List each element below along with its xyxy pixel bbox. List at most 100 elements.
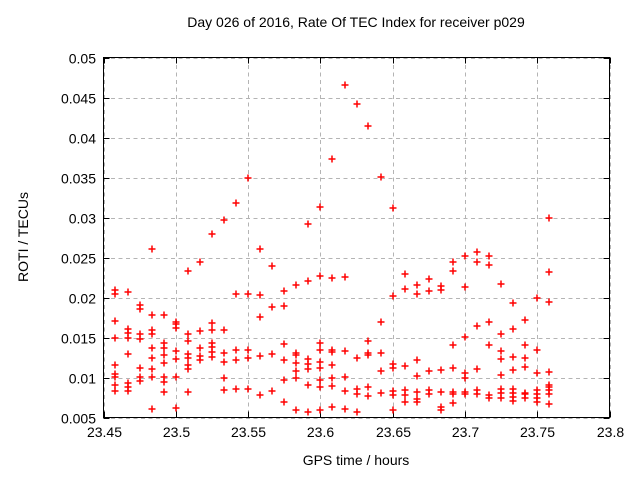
data-point-marker (497, 347, 505, 355)
x-tick-label: 23.6 (307, 424, 334, 440)
data-point-marker (328, 403, 336, 411)
data-point-marker (316, 383, 324, 391)
data-point-marker (172, 404, 180, 412)
data-point-marker (449, 364, 457, 372)
data-point-marker (256, 313, 264, 321)
data-point-marker (473, 248, 481, 256)
data-point-marker (413, 356, 421, 364)
data-point-marker (280, 398, 288, 406)
data-point-marker (401, 391, 409, 399)
data-point-marker (148, 245, 156, 253)
data-point-marker (389, 406, 397, 414)
data-point-marker (341, 373, 349, 381)
data-point-marker (353, 354, 361, 362)
data-point-marker (545, 400, 553, 408)
data-point-marker (461, 333, 469, 341)
data-point-marker (461, 283, 469, 291)
data-point-marker (437, 388, 445, 396)
data-point-marker (521, 316, 529, 324)
data-point-marker (353, 408, 361, 416)
data-point-marker (509, 397, 517, 405)
data-point-marker (280, 340, 288, 348)
data-point-marker (449, 390, 457, 398)
data-point-marker (485, 394, 493, 402)
y-tick-label: 0.05 (69, 51, 96, 67)
data-point-marker (268, 387, 276, 395)
data-point-marker (256, 352, 264, 360)
data-point-marker (461, 252, 469, 260)
data-point-marker (377, 389, 385, 397)
data-point-marker (364, 122, 372, 130)
data-point-marker (304, 381, 312, 389)
data-point-marker (401, 270, 409, 278)
data-point-marker (292, 359, 300, 367)
data-point-marker (280, 302, 288, 310)
data-point-marker (473, 390, 481, 398)
data-point-marker (425, 390, 433, 398)
axis-ticks (103, 57, 611, 419)
y-tick-label: 0.025 (61, 251, 96, 267)
x-tick-label: 23.65 (376, 424, 411, 440)
data-point-marker (341, 405, 349, 413)
data-point-marker (124, 350, 132, 358)
data-point-marker (533, 294, 541, 302)
y-tick-label: 0.045 (61, 91, 96, 107)
data-point-marker (292, 281, 300, 289)
data-point-marker (160, 311, 168, 319)
data-point-marker (413, 398, 421, 406)
data-point-marker (533, 398, 541, 406)
data-point-marker (425, 287, 433, 295)
data-point-marker (316, 272, 324, 280)
data-point-marker (413, 388, 421, 396)
data-point-marker (111, 290, 119, 298)
data-point-marker (292, 367, 300, 375)
data-point-marker (220, 386, 228, 394)
data-points (111, 81, 553, 416)
data-point-marker (316, 364, 324, 372)
data-point-marker (401, 285, 409, 293)
data-point-marker (377, 349, 385, 357)
data-point-marker (111, 373, 119, 381)
data-point-marker (521, 394, 529, 402)
data-point-marker (328, 348, 336, 356)
x-tick-label: 23.8 (597, 424, 624, 440)
data-point-marker (341, 273, 349, 281)
data-point-marker (485, 261, 493, 269)
x-tick-label: 23.7 (452, 424, 479, 440)
data-point-marker (172, 373, 180, 381)
data-point-marker (244, 174, 252, 182)
data-point-marker (545, 390, 553, 398)
data-point-marker (136, 364, 144, 372)
data-point-marker (437, 406, 445, 414)
data-point-marker (136, 335, 144, 343)
data-point-marker (124, 334, 132, 342)
data-point-marker (208, 353, 216, 361)
data-point-marker (220, 374, 228, 382)
plot-border (103, 57, 610, 418)
data-point-marker (509, 325, 517, 333)
data-point-marker (184, 267, 192, 275)
data-point-marker (220, 349, 228, 357)
data-point-marker (111, 334, 119, 342)
data-point-marker (304, 408, 312, 416)
data-point-marker (509, 353, 517, 361)
data-point-marker (389, 391, 397, 399)
data-point-marker (172, 355, 180, 363)
data-point-marker (521, 363, 529, 371)
y-tick-labels: 0.005 0.01 0.015 0.02 0.025 0.03 0.035 0.04 0.04… (61, 51, 96, 427)
data-point-marker (148, 373, 156, 381)
data-point-marker (521, 354, 529, 362)
data-point-marker (425, 367, 433, 375)
data-point-marker (389, 292, 397, 300)
data-point-marker (316, 203, 324, 211)
data-point-marker (497, 280, 505, 288)
data-point-marker (244, 346, 252, 354)
data-point-marker (160, 378, 168, 386)
data-point-marker (389, 364, 397, 372)
data-point-marker (292, 374, 300, 382)
data-point-marker (364, 383, 372, 391)
data-point-marker (304, 365, 312, 373)
data-point-marker (328, 361, 336, 369)
data-point-marker (268, 303, 276, 311)
